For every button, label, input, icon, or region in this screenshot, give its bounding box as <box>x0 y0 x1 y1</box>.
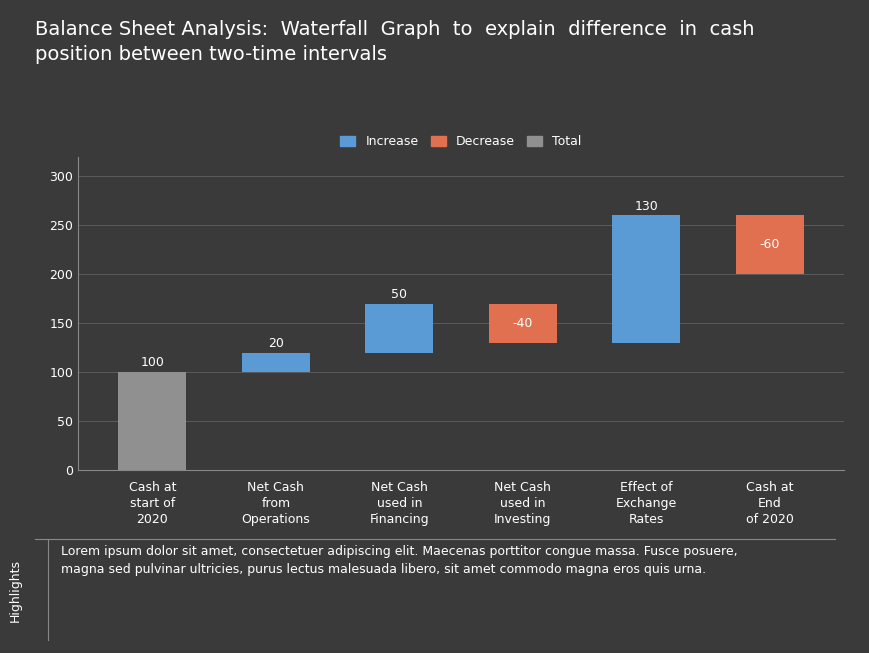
Text: -40: -40 <box>512 317 533 330</box>
Bar <box>488 304 556 343</box>
Bar <box>118 372 186 470</box>
Text: Balance Sheet Analysis:  Waterfall  Graph  to  explain  difference  in  cash
pos: Balance Sheet Analysis: Waterfall Graph … <box>35 20 753 63</box>
Bar <box>735 215 803 274</box>
Text: -60: -60 <box>759 238 779 251</box>
Bar <box>612 215 680 343</box>
Text: Lorem ipsum dolor sit amet, consectetuer adipiscing elit. Maecenas porttitor con: Lorem ipsum dolor sit amet, consectetuer… <box>61 545 737 576</box>
Legend: Increase, Decrease, Total: Increase, Decrease, Total <box>336 132 585 152</box>
Text: 20: 20 <box>268 337 283 349</box>
Text: Highlights: Highlights <box>10 560 22 622</box>
Bar <box>365 304 433 353</box>
Text: 50: 50 <box>391 288 407 300</box>
Text: 100: 100 <box>140 357 164 369</box>
Bar <box>242 353 309 372</box>
Text: 130: 130 <box>634 200 658 212</box>
